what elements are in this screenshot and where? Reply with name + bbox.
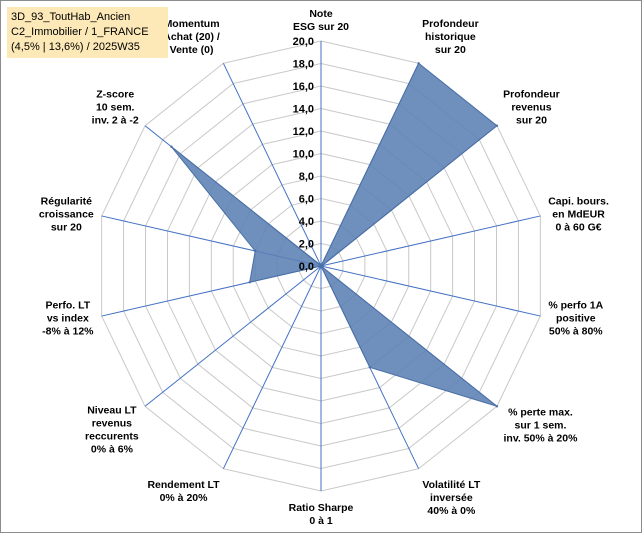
axis-label: % perte max. sur 1 sem. inv. 50% à 20% xyxy=(503,406,578,444)
data-point xyxy=(495,124,499,127)
data-point xyxy=(495,405,499,408)
axis-spoke xyxy=(222,265,322,469)
tick-label: 12,0 xyxy=(293,126,314,138)
axis-label: Note ESG sur 20 xyxy=(293,8,349,33)
tick-label: 16,0 xyxy=(293,81,314,93)
tick-label: 8,0 xyxy=(299,171,314,183)
info-line-3: (4,5% | 13,6%) / 2025W35 xyxy=(11,41,140,53)
axis-label: Profondeur historique sur 20 xyxy=(422,18,479,56)
data-point xyxy=(417,62,420,65)
axis-spoke xyxy=(320,215,541,267)
tick-label: 18,0 xyxy=(293,59,314,71)
axis-label: Volatilité LT inversée 40% à 0% xyxy=(422,479,481,517)
axis-spoke xyxy=(222,63,322,267)
info-line-2: C2_Immobilier / 1_FRANCE xyxy=(11,26,149,38)
axis-label: Ratio Sharpe 0 à 1 xyxy=(289,502,354,527)
data-point xyxy=(368,366,372,369)
axis-label: Momentum Achat (20) / Vente (0) xyxy=(163,18,220,56)
tick-label: 20,0 xyxy=(293,36,314,48)
axis-spoke xyxy=(320,265,541,317)
tick-label: 0,0 xyxy=(299,261,314,273)
radar-axis-labels: Note ESG sur 20 Profondeur historique sur 20… xyxy=(39,8,609,527)
tick-label: 10,0 xyxy=(293,149,314,161)
data-point xyxy=(248,281,251,284)
axis-label: Profondeur revenus sur 20 xyxy=(503,89,560,127)
axis-label: Régularité croissance sur 20 xyxy=(39,196,94,234)
info-box: 3D_93_ToutHab_Ancien C2_Immobilier / 1_F… xyxy=(7,7,168,58)
tick-label: 6,0 xyxy=(299,194,314,206)
axis-spoke xyxy=(144,265,322,407)
data-point xyxy=(170,145,173,148)
info-line-1: 3D_93_ToutHab_Ancien xyxy=(11,11,131,23)
axis-label: Rendement LT 0% à 20% xyxy=(147,479,220,504)
radar-series xyxy=(170,62,499,408)
axis-label: Perfo. LT vs index -8% à 12% xyxy=(42,299,94,337)
axis-label: % perfo 1A positive 50% à 80% xyxy=(548,299,603,337)
tick-label: 14,0 xyxy=(293,104,314,116)
data-point xyxy=(319,263,322,267)
axis-label: Z-score 10 sem. inv. 2 à -2 xyxy=(92,89,139,127)
axis-label: Niveau LT revenus reccurents 0% à 6% xyxy=(85,404,139,455)
data-point xyxy=(253,249,257,253)
tick-label: 4,0 xyxy=(299,216,314,228)
axis-label: Capi. bours. en MdEUR 0 à 60 G€ xyxy=(548,196,609,234)
radar-tick-labels: 0,0 2,0 4,0 6,0 8,0 10,0 12,0 14,0 16,0 18,0 20,0 xyxy=(293,36,314,273)
tick-label: 2,0 xyxy=(299,239,314,251)
